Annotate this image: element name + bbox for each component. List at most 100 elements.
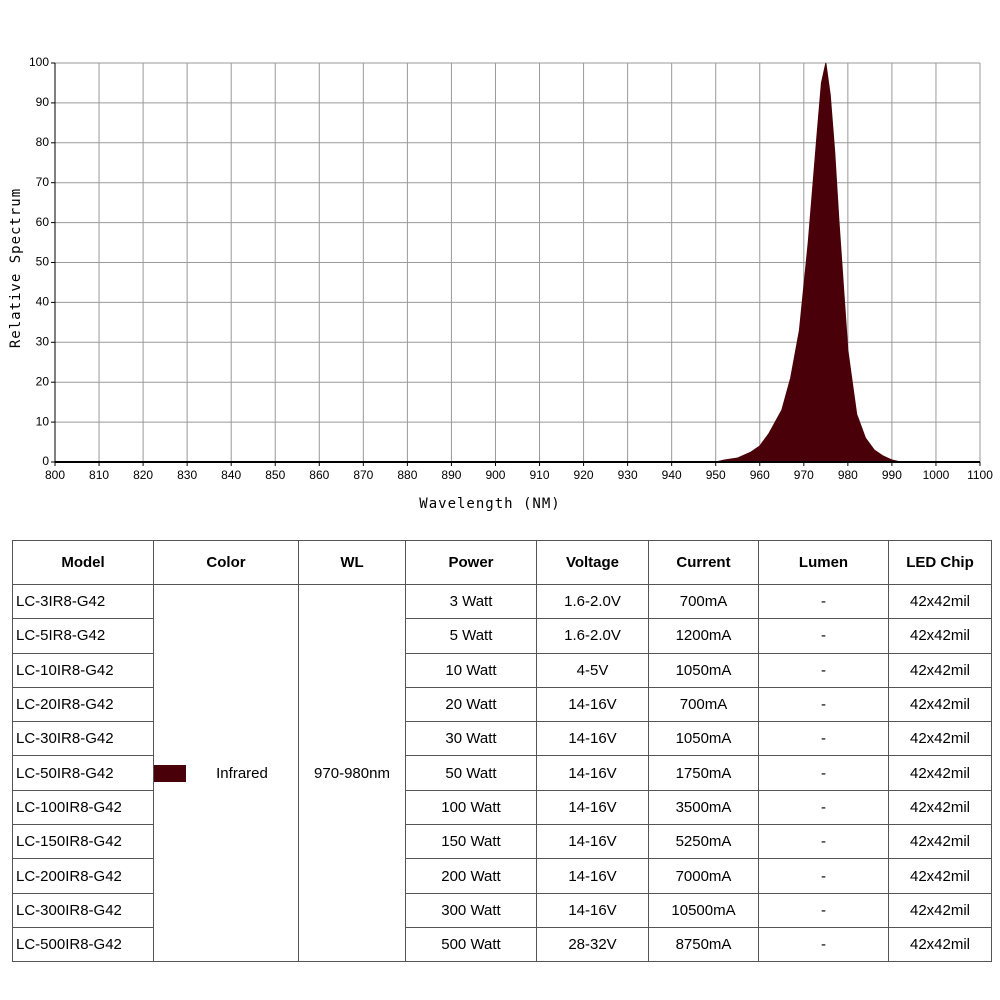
cell: 42x42mil	[888, 755, 992, 791]
cell: 20 Watt	[405, 686, 537, 723]
x-tick-label: 960	[750, 468, 770, 482]
cell: -	[758, 755, 889, 791]
x-tick-label: 830	[177, 468, 197, 482]
cell: 42x42mil	[888, 892, 992, 928]
cell: 1.6-2.0V	[536, 583, 649, 620]
x-tick-label: 910	[530, 468, 550, 482]
header-cell: Current	[648, 540, 759, 585]
header-cell: Voltage	[536, 540, 649, 585]
header-cell: Lumen	[758, 540, 889, 585]
cell: 42x42mil	[888, 858, 992, 894]
x-tick-label: 920	[574, 468, 594, 482]
x-tick-label: 940	[662, 468, 682, 482]
cell: 700mA	[648, 583, 759, 620]
x-tick-label: 890	[441, 468, 461, 482]
y-tick-label: 70	[36, 175, 50, 189]
cell: -	[758, 618, 889, 654]
cell: 50 Watt	[405, 755, 537, 791]
cell: 14-16V	[536, 892, 649, 928]
y-tick-label: 20	[36, 374, 50, 388]
cell: 28-32V	[536, 926, 649, 963]
color-name: Infrared	[216, 764, 268, 782]
x-tick-label: 900	[485, 468, 505, 482]
cell: 42x42mil	[888, 618, 992, 654]
model-cell: LC-200IR8-G42	[12, 858, 154, 894]
header-cell: LED Chip	[888, 540, 992, 585]
x-tick-label: 950	[706, 468, 726, 482]
header-cell: WL	[298, 540, 406, 585]
y-tick-label: 50	[36, 255, 50, 269]
cell: -	[758, 583, 889, 620]
cell: 42x42mil	[888, 789, 992, 826]
cell: 7000mA	[648, 858, 759, 894]
cell: -	[758, 652, 889, 688]
model-cell: LC-150IR8-G42	[12, 824, 154, 860]
table-row: LC-500IR8-G42 500 Watt 28-32V 8750mA -42x42m…	[12, 926, 992, 963]
model-cell: LC-30IR8-G42	[12, 721, 154, 757]
y-tick-label: 100	[29, 55, 49, 69]
y-axis-title: Relative Spectrum	[8, 188, 24, 348]
color-swatch	[154, 764, 186, 782]
y-tick-label: 60	[36, 215, 50, 229]
y-tick-label: 40	[36, 295, 50, 309]
model-cell: LC-20IR8-G42	[12, 686, 154, 723]
cell: 8750mA	[648, 926, 759, 963]
x-tick-label: 850	[265, 468, 285, 482]
cell: -	[758, 686, 889, 723]
cell: 30 Watt	[405, 721, 537, 757]
cell: 5 Watt	[405, 618, 537, 654]
model-cell: LC-500IR8-G42	[12, 926, 154, 963]
model-cell: LC-50IR8-G42	[12, 755, 154, 791]
x-tick-label: 840	[221, 468, 241, 482]
table-row: LC-150IR8-G42 150 Watt 14-16V 5250mA -42x42m…	[12, 824, 992, 860]
cell: 14-16V	[536, 686, 649, 723]
cell: 1.6-2.0V	[536, 618, 649, 654]
cell: 150 Watt	[405, 824, 537, 860]
spectrum-area	[55, 62, 980, 463]
table-row: LC-3IR8-G42 Infrared 970-980nm 3 Watt 1.6-2.…	[12, 583, 992, 963]
cell: 500 Watt	[405, 926, 537, 963]
wl-cell: 970-980nm	[298, 583, 406, 963]
spec-table: Model Color WL Power Voltage Current Lumen LED …	[12, 540, 992, 963]
x-tick-label: 860	[309, 468, 329, 482]
x-tick-label: 990	[882, 468, 902, 482]
cell: -	[758, 858, 889, 894]
y-tick-label: 30	[36, 334, 50, 348]
cell: 14-16V	[536, 721, 649, 757]
y-tick-label: 0	[42, 454, 49, 468]
cell: 4-5V	[536, 652, 649, 688]
table-row: LC-20IR8-G42 20 Watt 14-16V 700mA -42x42mil	[12, 686, 992, 723]
table-row: LC-300IR8-G42 300 Watt 14-16V 10500mA -42x42…	[12, 892, 992, 928]
cell: 14-16V	[536, 858, 649, 894]
cell: -	[758, 789, 889, 826]
x-tick-label: 980	[838, 468, 858, 482]
header-cell: Power	[405, 540, 537, 585]
cell: 100 Watt	[405, 789, 537, 826]
x-tick-label: 800	[45, 468, 65, 482]
x-tick-label: 970	[794, 468, 814, 482]
cell: 42x42mil	[888, 583, 992, 620]
model-cell: LC-300IR8-G42	[12, 892, 154, 928]
cell: 10 Watt	[405, 652, 537, 688]
y-tick-label: 90	[36, 95, 50, 109]
model-cell: LC-3IR8-G42	[12, 583, 154, 620]
x-tick-label: 930	[618, 468, 638, 482]
model-cell: LC-100IR8-G42	[12, 789, 154, 826]
cell: 42x42mil	[888, 824, 992, 860]
header-cell: Color	[153, 540, 299, 585]
x-tick-label: 880	[397, 468, 417, 482]
table-row: LC-10IR8-G42 10 Watt 4-5V 1050mA -42x42mil	[12, 652, 992, 688]
cell: -	[758, 926, 889, 963]
cell: 300 Watt	[405, 892, 537, 928]
x-axis-title: Wavelength (NM)	[419, 496, 560, 512]
cell: 700mA	[648, 686, 759, 723]
cell: 1200mA	[648, 618, 759, 654]
cell: 3 Watt	[405, 583, 537, 620]
cell: 14-16V	[536, 789, 649, 826]
header-cell: Model	[12, 540, 154, 585]
x-tick-label: 820	[133, 468, 153, 482]
color-cell: Infrared	[153, 583, 299, 963]
model-cell: LC-10IR8-G42	[12, 652, 154, 688]
cell: 10500mA	[648, 892, 759, 928]
cell: 5250mA	[648, 824, 759, 860]
